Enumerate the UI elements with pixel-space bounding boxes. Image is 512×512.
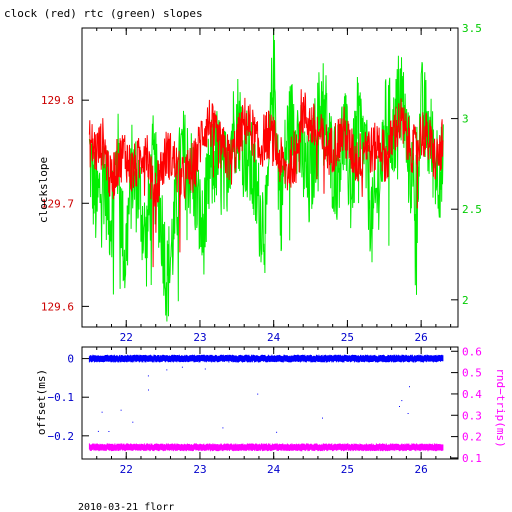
offset-outlier-point — [222, 427, 224, 429]
x-tick-label: 26 — [415, 463, 428, 476]
left-y-tick-label: 0 — [67, 353, 74, 366]
offset-outlier-point — [399, 406, 400, 407]
x-tick-label: 25 — [341, 331, 354, 344]
x-tick-label: 22 — [120, 331, 133, 344]
right-y-tick-label: 0.2 — [462, 431, 482, 444]
left-y-tick-label: 129.6 — [41, 300, 74, 313]
right-y-tick-label: 2.5 — [462, 203, 482, 216]
top-panel: 22 23 24 25 26 129.6 129.7 129.8 2 2.5 3 3.5 clocks… — [37, 22, 482, 344]
x-tick-label: 23 — [193, 331, 206, 344]
offset-outlier-point — [409, 386, 410, 388]
left-y-tick-label: −0.2 — [48, 430, 75, 443]
offset-outlier-point — [401, 400, 403, 402]
right-y-tick-label: 0.6 — [462, 345, 482, 358]
offset-outlier-point — [181, 366, 183, 368]
left-y-tick-label: −0.1 — [48, 391, 75, 404]
top-series-group — [88, 27, 444, 322]
right-y-tick-label: 3.5 — [462, 22, 482, 35]
x-tick-label: 26 — [415, 331, 428, 344]
offset-outlier-point — [148, 389, 149, 391]
offset-series — [88, 354, 444, 363]
offset-outlier-point — [132, 421, 134, 423]
right-y-tick-label: 0.4 — [462, 388, 482, 401]
right-y-tick-label: 0.3 — [462, 409, 482, 422]
offset-outlier-point — [120, 409, 122, 411]
top-plot-frame — [81, 27, 459, 328]
left-y-tick-label: 129.8 — [41, 94, 74, 107]
offset-outlier-point — [97, 430, 99, 432]
rtc-slope-series — [88, 27, 444, 322]
offset-outlier-point — [257, 393, 259, 395]
x-tick-label: 24 — [267, 463, 281, 476]
right-y-tick-label: 2 — [462, 294, 469, 307]
top-axes: 22 23 24 25 26 129.6 129.7 129.8 2 2.5 3 3.5 — [41, 22, 482, 344]
bottom-y-axis-label: offset(ms) — [35, 369, 48, 435]
chart-title: clock (red) rtc (green) slopes — [4, 7, 203, 20]
x-tick-label: 23 — [193, 463, 206, 476]
left-y-tick-label: 129.7 — [41, 197, 74, 210]
bottom-panel: 22 23 24 25 26 0 −0.1 −0.2 0.1 0.2 0.3 0.4 0.5 0.6 of… — [35, 345, 507, 476]
x-tick-label: 25 — [341, 463, 354, 476]
offset-outlier-point — [322, 417, 323, 419]
footer-date: 2010-03-21 florr — [78, 502, 174, 512]
offset-outlier-point — [166, 369, 168, 371]
right-y-tick-label: 3 — [462, 113, 469, 126]
offset-outlier-point — [204, 368, 206, 370]
x-tick-label: 22 — [120, 463, 133, 476]
top-y-axis-label: clockslope — [37, 157, 50, 223]
offset-outlier-point — [276, 431, 278, 433]
bottom-y2-axis-label: rnd−trip(ms) — [494, 368, 507, 447]
offset-outlier-point — [108, 431, 110, 432]
round-trip-series — [88, 443, 444, 452]
right-y-tick-label: 0.5 — [462, 367, 482, 380]
offset-outlier-point — [101, 411, 103, 413]
right-y-tick-label: 0.1 — [462, 452, 482, 465]
bottom-plot-frame — [81, 346, 459, 460]
x-tick-label: 24 — [267, 331, 281, 344]
bottom-series-group — [88, 354, 444, 452]
offset-outlier-point — [407, 413, 409, 414]
offset-outlier-point — [147, 375, 149, 377]
bottom-axes: 22 23 24 25 26 0 −0.1 −0.2 0.1 0.2 0.3 0.4 0.5 0.6 — [48, 345, 483, 476]
clock-slope-series — [88, 89, 444, 268]
